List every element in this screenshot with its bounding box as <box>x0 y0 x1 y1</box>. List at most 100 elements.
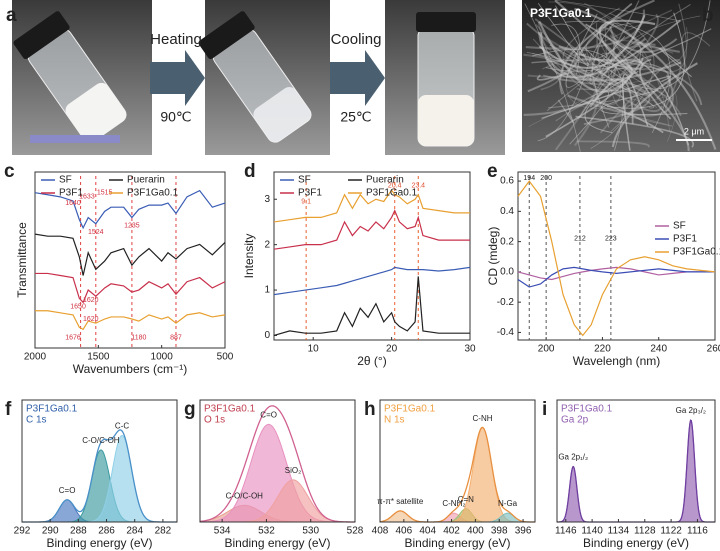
fiber <box>537 21 552 51</box>
fiber <box>609 25 646 50</box>
fiber <box>589 0 640 85</box>
panel-label: a <box>6 5 17 26</box>
y-tick-label: 0.0 <box>500 267 514 278</box>
annotation: 1235 <box>124 223 140 230</box>
x-axis-label: Binding energy (eV) <box>404 536 510 550</box>
fiber <box>527 45 580 93</box>
fiber <box>592 23 618 60</box>
fiber <box>596 26 619 78</box>
x-tick-label: 1000 <box>151 352 174 363</box>
fiber <box>581 57 703 106</box>
photo-row: Heating 90℃ Cooling 25℃ P3F1Ga0.1 2 μm <box>12 0 720 155</box>
legend-label: P3F1 <box>673 234 697 245</box>
fiber <box>528 79 678 142</box>
arrow-temperature: 25℃ <box>340 109 371 125</box>
x-tick-label: 534 <box>214 526 231 537</box>
fiber <box>527 47 667 78</box>
plot-frame <box>517 171 716 341</box>
annotation: 20.4 <box>388 182 402 189</box>
y-tick-label: -0.2 <box>497 297 515 308</box>
fiber <box>576 23 644 70</box>
y-axis-label: Transmittance <box>15 222 29 298</box>
plot-frame <box>556 399 716 523</box>
fiber <box>525 9 645 50</box>
y-tick-label: 0.2 <box>500 236 514 247</box>
fiber <box>614 3 687 73</box>
arrow <box>150 50 205 106</box>
plot-frame <box>273 171 471 341</box>
legend-label: SF <box>673 221 686 232</box>
panel-title: P3F1Ga0.1 <box>561 404 613 415</box>
plot-frame <box>379 399 536 523</box>
x-tick-label: 20 <box>386 344 398 355</box>
peak-label: C=N <box>458 495 474 504</box>
x-tick-label: 260 <box>707 344 720 355</box>
annotation: 1633 <box>79 194 95 201</box>
series-line <box>273 189 470 223</box>
legend-label: SF <box>59 175 72 186</box>
peak-label: Ga 2p₁/₂ <box>558 453 588 462</box>
y-tick-label: 3 <box>264 194 270 205</box>
x-tick-label: 404 <box>419 526 436 537</box>
fiber <box>569 91 609 145</box>
legend-label: P3F1 <box>298 188 322 199</box>
y-tick-label: 0.6 <box>500 176 514 187</box>
y-tick-label: 1 <box>264 285 270 296</box>
annotation: 1676 <box>65 334 81 341</box>
annotation: 23.4 <box>411 182 425 189</box>
legend-label: P3F1Ga0.1 <box>366 188 418 199</box>
series-line <box>34 189 226 230</box>
legend-label: P3F1 <box>59 188 83 199</box>
panel-subtitle: C 1s <box>26 415 47 426</box>
fiber <box>523 53 599 147</box>
annotation: 1620 <box>83 316 99 323</box>
peak-label: C-O/C-OH <box>82 436 120 445</box>
fiber <box>551 23 581 75</box>
panel-label: i <box>542 399 547 420</box>
series-line <box>517 266 715 281</box>
peak-label: π-π* satellite <box>377 497 424 506</box>
fiber <box>524 3 581 152</box>
panel-label: d <box>244 161 256 182</box>
arrow-label: Heating <box>150 31 202 48</box>
legend-label: P3F1Ga0.1 <box>127 188 179 199</box>
fiber <box>541 75 672 120</box>
envelope <box>199 405 356 523</box>
fiber <box>532 38 622 105</box>
fiber <box>526 51 652 70</box>
annotation: 223 <box>605 235 617 242</box>
annotation: 194 <box>523 175 535 182</box>
annotation: 9.1 <box>301 198 311 205</box>
peak-label: Ga 2p₃/₂ <box>676 406 706 415</box>
series-line <box>273 209 470 250</box>
x-tick-label: 282 <box>155 526 172 537</box>
panel-subtitle: Ga 2p <box>561 415 589 426</box>
x-tick-label: 30 <box>464 344 476 355</box>
y-axis-label: CD (mdeg) <box>486 227 500 286</box>
fiber <box>577 45 642 120</box>
peak-component <box>22 449 177 523</box>
fiber <box>584 70 639 134</box>
fiber <box>564 21 671 134</box>
fiber <box>538 14 646 70</box>
peak-label: C=O <box>260 411 277 420</box>
plot-frame <box>199 399 356 523</box>
panel-label: h <box>364 399 376 420</box>
fiber <box>590 27 689 71</box>
annotation: 1180 <box>131 334 146 341</box>
x-tick-label: 1116 <box>687 526 708 537</box>
x-tick-label: 530 <box>302 526 319 537</box>
fiber <box>542 9 673 70</box>
annotation: 1515 <box>97 190 113 197</box>
panel-subtitle: N 1s <box>384 415 405 426</box>
annotation: 200 <box>540 175 552 182</box>
fiber <box>576 140 650 148</box>
fiber <box>554 0 679 22</box>
panel-title: P3F1Ga0.1 <box>384 404 436 415</box>
fiber <box>566 54 665 110</box>
fiber <box>546 58 648 96</box>
fiber <box>565 13 626 88</box>
fiber <box>559 0 655 95</box>
peak-label: C-NH₂ <box>442 499 465 508</box>
fiber <box>606 12 685 109</box>
